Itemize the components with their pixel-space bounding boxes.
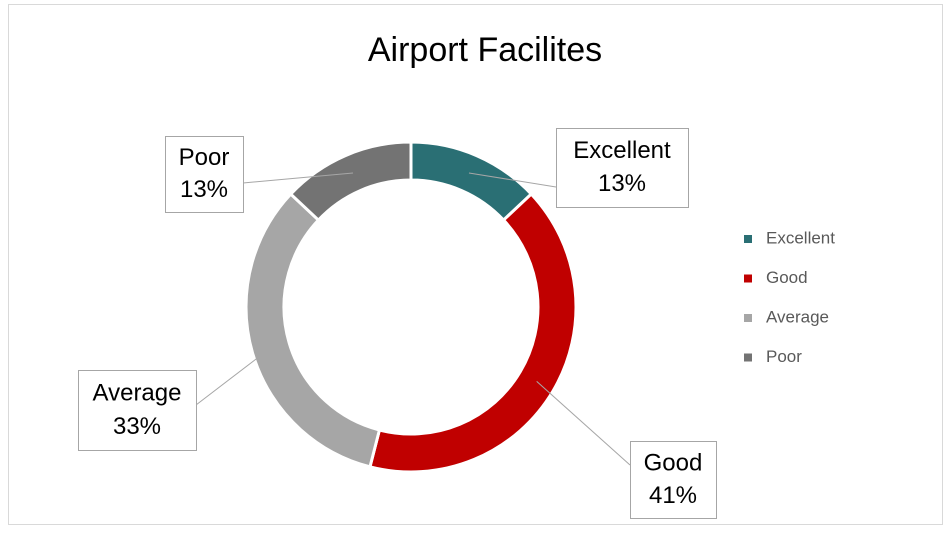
- data-label-category: Poor: [179, 144, 230, 171]
- legend-label: Good: [766, 268, 808, 287]
- data-label-category: Good: [644, 449, 703, 476]
- data-label-box: [630, 441, 717, 519]
- data-label-box: [78, 370, 197, 451]
- legend-label: Excellent: [766, 228, 835, 247]
- data-label-category: Average: [93, 379, 182, 406]
- leader-line: [242, 172, 354, 184]
- leader-line: [468, 172, 557, 188]
- data-label-value: 33%: [113, 413, 161, 440]
- data-label-box: [165, 136, 244, 213]
- data-label-value: 13%: [180, 176, 228, 203]
- data-label-value: 41%: [649, 482, 697, 509]
- legend-swatch: [744, 274, 752, 283]
- legend-swatch: [744, 235, 752, 243]
- data-label-value: 13%: [598, 170, 646, 197]
- data-label-category: Excellent: [573, 137, 671, 164]
- legend-label: Poor: [766, 347, 802, 366]
- legend-swatch: [744, 353, 752, 362]
- leader-line: [195, 347, 272, 406]
- legend-swatch: [744, 314, 752, 322]
- donut-segment: [368, 191, 578, 474]
- leader-line: [536, 380, 631, 466]
- legend-label: Average: [766, 307, 829, 326]
- chart-title: Airport Facilites: [368, 31, 602, 69]
- data-label-box: [556, 128, 689, 208]
- donut-segment: [288, 140, 413, 223]
